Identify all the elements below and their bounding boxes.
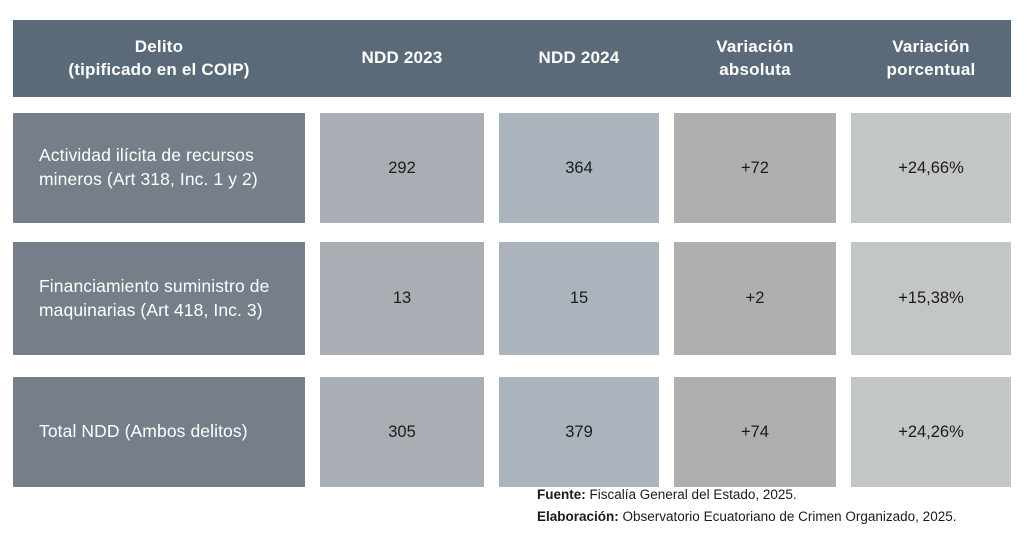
column-header-ndd-2023: NDD 2023 xyxy=(361,48,443,68)
column-header-variacion-absoluta: Variación absoluta xyxy=(716,37,794,79)
column-header-variacion-porcentual: Variación porcentual xyxy=(886,37,976,79)
cell-ndd-2023: 292 xyxy=(320,113,484,223)
cell-ndd-2024: 364 xyxy=(499,113,659,223)
source-text: Fiscalía General del Estado, 2025. xyxy=(589,487,797,502)
column-header-delito: Delito (tipificado en el COIP) xyxy=(13,36,305,81)
cell-variacion-absoluta: +74 xyxy=(674,377,836,487)
source-note: Fuente: Fiscalía General del Estado, 202… xyxy=(537,484,956,527)
table-row-financiamiento: Financiamiento suministro de maquinarias… xyxy=(13,242,1011,355)
elaboration-line: Elaboración: Observatorio Ecuatoriano de… xyxy=(537,506,956,528)
cell-variacion-porcentual: +24,26% xyxy=(851,377,1011,487)
row-label: Financiamiento suministro de maquinarias… xyxy=(13,242,305,355)
cell-ndd-2023: 13 xyxy=(320,242,484,355)
column-header-delito-line1: Delito xyxy=(134,37,184,57)
row-label: Actividad ilícita de recursos mineros (A… xyxy=(13,113,305,223)
ndd-delitos-mineria-table: Delito (tipificado en el COIP) NDD 2023 … xyxy=(13,20,1011,487)
elaboration-text: Observatorio Ecuatoriano de Crimen Organ… xyxy=(622,508,957,524)
source-label: Fuente: xyxy=(537,487,586,502)
elaboration-label: Elaboración: xyxy=(537,508,619,524)
source-line: Fuente: Fiscalía General del Estado, 202… xyxy=(537,484,956,506)
cell-variacion-porcentual: +24,66% xyxy=(851,113,1011,223)
column-header-delito-line2: (tipificado en el COIP) xyxy=(68,59,250,79)
table-header-row: Delito (tipificado en el COIP) NDD 2023 … xyxy=(13,20,1011,97)
table-row-actividad-ilicita: Actividad ilícita de recursos mineros (A… xyxy=(13,113,1011,223)
row-label: Total NDD (Ambos delitos) xyxy=(13,377,305,487)
cell-ndd-2024: 379 xyxy=(499,377,659,487)
cell-variacion-porcentual: +15,38% xyxy=(851,242,1011,355)
column-header-ndd-2024: NDD 2024 xyxy=(538,48,620,68)
cell-variacion-absoluta: +2 xyxy=(674,242,836,355)
cell-ndd-2024: 15 xyxy=(499,242,659,355)
table-row-total-ndd: Total NDD (Ambos delitos) 305 379 +74 +2… xyxy=(13,377,1011,487)
cell-ndd-2023: 305 xyxy=(320,377,484,487)
cell-variacion-absoluta: +72 xyxy=(674,113,836,223)
